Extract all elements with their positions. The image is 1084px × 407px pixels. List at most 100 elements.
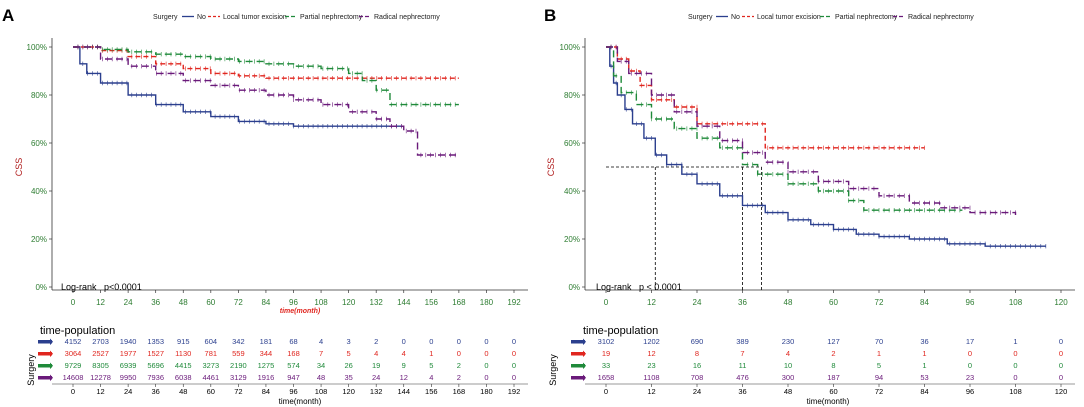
x-tick-label: 108 xyxy=(314,298,328,307)
risk-table-cell: 0 xyxy=(1059,361,1063,370)
y-tick-label: 100% xyxy=(560,43,580,52)
x-tick-label: 120 xyxy=(342,298,356,307)
y-tick-label: 20% xyxy=(564,235,580,244)
plot-area-a xyxy=(52,35,528,297)
risk-table-cell: 94 xyxy=(875,373,883,382)
risk-table-cell: 1 xyxy=(429,349,433,358)
y-tick-label: 100% xyxy=(27,43,47,52)
risk-row-arrow xyxy=(583,362,586,370)
risk-table-b-xlabel: time(month) xyxy=(807,397,850,406)
risk-x-tick-label: 36 xyxy=(152,387,160,396)
risk-table-cell: 14608 xyxy=(63,373,84,382)
risk-x-tick-label: 24 xyxy=(693,387,701,396)
risk-table-cell: 8 xyxy=(831,361,835,370)
risk-table-cell: 1108 xyxy=(643,373,659,382)
x-tick-label: 168 xyxy=(452,298,466,307)
x-tick-label: 144 xyxy=(397,298,411,307)
risk-table-b-title: time-population xyxy=(583,325,658,337)
risk-x-tick-label: 72 xyxy=(875,387,883,396)
risk-table-cell: 0 xyxy=(484,337,488,346)
y-axis-label-a: CSS xyxy=(14,158,24,177)
risk-row-arrow xyxy=(583,374,586,382)
risk-x-tick-label: 180 xyxy=(480,387,493,396)
legend-a-label-partial: Partial nephrectomy xyxy=(300,14,363,21)
risk-row-swatch xyxy=(571,364,585,368)
risk-table-cell: 2 xyxy=(374,337,378,346)
legend-b: Surgery No Local tumor excision Partial … xyxy=(688,14,974,21)
risk-table-cell: 0 xyxy=(402,337,406,346)
x-tick-label: 24 xyxy=(124,298,133,307)
survival-curve-radical xyxy=(606,46,1017,215)
risk-table-cell: 9 xyxy=(402,361,406,370)
risk-table-cell: 4415 xyxy=(175,361,192,370)
risk-table-cell: 3129 xyxy=(230,373,247,382)
risk-table-cell: 0 xyxy=(484,373,488,382)
log-rank-b: Log-rank p < 0.0001 xyxy=(596,282,682,292)
risk-x-tick-label: 12 xyxy=(96,387,104,396)
x-tick-label: 36 xyxy=(738,298,747,307)
risk-table-cell: 1977 xyxy=(120,349,137,358)
risk-table-cell: 168 xyxy=(287,349,300,358)
risk-table-cell: 0 xyxy=(1013,361,1017,370)
x-tick-label: 72 xyxy=(875,298,884,307)
risk-table-cell: 127 xyxy=(827,337,840,346)
risk-table-cell: 1130 xyxy=(175,349,191,358)
risk-table-cell: 1940 xyxy=(120,337,137,346)
risk-table-cell: 1527 xyxy=(147,349,164,358)
risk-table-cell: 3064 xyxy=(65,349,82,358)
risk-table-cell: 0 xyxy=(457,349,461,358)
risk-row-arrow xyxy=(50,362,53,370)
risk-table-cell: 2527 xyxy=(92,349,109,358)
risk-table-cell: 708 xyxy=(691,373,704,382)
risk-table-cell: 4 xyxy=(374,349,378,358)
risk-table-cell: 3 xyxy=(347,337,351,346)
risk-x-tick-label: 96 xyxy=(289,387,297,396)
risk-row-swatch xyxy=(38,376,52,380)
legend-a-label-local: Local tumor excision xyxy=(223,14,287,21)
risk-table-cell: 2 xyxy=(457,373,461,382)
risk-table-cell: 35 xyxy=(344,373,352,382)
y-tick-label: 60% xyxy=(31,139,47,148)
risk-table-cell: 574 xyxy=(287,361,300,370)
risk-table-cell: 0 xyxy=(1013,373,1017,382)
risk-table-cell: 1916 xyxy=(258,373,275,382)
x-tick-label: 108 xyxy=(1009,298,1023,307)
risk-table-cell: 1353 xyxy=(147,337,164,346)
x-tick-label: 180 xyxy=(480,298,494,307)
risk-table-cell: 12 xyxy=(400,373,408,382)
risk-x-tick-label: 48 xyxy=(179,387,187,396)
legend-a-label-no: No xyxy=(197,14,206,21)
x-tick-label: 0 xyxy=(604,298,609,307)
curves-a xyxy=(73,44,459,158)
x-tick-label: 0 xyxy=(71,298,76,307)
risk-row-swatch xyxy=(571,352,585,356)
risk-table-cell: 0 xyxy=(512,373,516,382)
x-tick-label: 48 xyxy=(784,298,793,307)
survival-curve-partial xyxy=(606,46,963,211)
risk-table-cell: 0 xyxy=(429,337,433,346)
risk-table-cell: 23 xyxy=(966,373,974,382)
y-tick-label: 60% xyxy=(564,139,580,148)
risk-x-tick-label: 144 xyxy=(397,387,410,396)
legend-b-label-partial: Partial nephrectomy xyxy=(835,14,898,21)
median-lines-b xyxy=(606,166,762,290)
y-tick-label: 20% xyxy=(31,235,47,244)
risk-table-cell: 7936 xyxy=(147,373,164,382)
risk-table-cell: 5 xyxy=(877,361,881,370)
risk-table-cell: 389 xyxy=(736,337,749,346)
x-tick-label: 192 xyxy=(507,298,521,307)
y-tick-label: 0% xyxy=(568,283,580,292)
risk-table-cell: 3102 xyxy=(598,337,615,346)
x-tick-label: 72 xyxy=(234,298,243,307)
x-tick-label: 60 xyxy=(829,298,838,307)
risk-table-cell: 23 xyxy=(647,361,655,370)
risk-table-cell: 12278 xyxy=(90,373,111,382)
survival-curve-partial xyxy=(73,46,459,106)
risk-x-tick-label: 192 xyxy=(508,387,521,396)
log-rank-a: Log-rank p<0.0001 xyxy=(61,282,142,292)
survival-curve-local xyxy=(606,46,925,149)
x-axis-label-a: time(month) xyxy=(280,308,321,315)
x-tick-label: 24 xyxy=(693,298,702,307)
risk-x-tick-label: 12 xyxy=(647,387,655,396)
risk-table-cell: 5 xyxy=(347,349,351,358)
